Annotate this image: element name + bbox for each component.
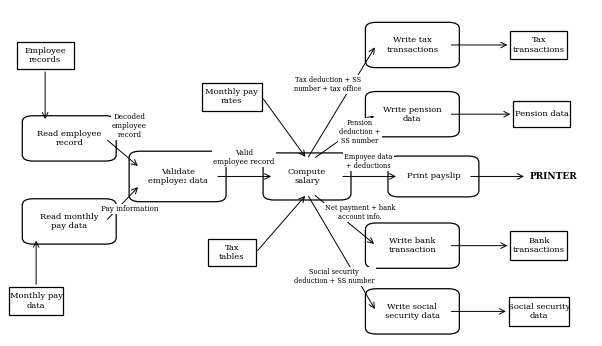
FancyBboxPatch shape: [9, 287, 63, 315]
FancyBboxPatch shape: [510, 231, 567, 260]
Text: Compute
salary: Compute salary: [288, 168, 326, 185]
Text: Validate
employe₂ data: Validate employe₂ data: [147, 168, 208, 185]
FancyBboxPatch shape: [510, 31, 567, 59]
Text: Monthly pay
rates: Monthly pay rates: [205, 88, 258, 106]
FancyBboxPatch shape: [22, 116, 116, 161]
Text: Social security
data: Social security data: [507, 303, 570, 320]
Text: Bank
transactions: Bank transactions: [513, 237, 565, 254]
Text: Tax
tables: Tax tables: [219, 244, 244, 261]
FancyBboxPatch shape: [129, 151, 226, 202]
FancyBboxPatch shape: [388, 156, 479, 197]
Text: Pay information: Pay information: [101, 205, 158, 213]
Text: Read monthly
pay data: Read monthly pay data: [40, 213, 99, 230]
Text: Write tax
transactions: Write tax transactions: [386, 36, 438, 54]
FancyBboxPatch shape: [202, 83, 262, 111]
Text: Write bank
transaction: Write bank transaction: [388, 237, 436, 254]
FancyBboxPatch shape: [365, 22, 459, 68]
Text: Pension
deduction +
SS number: Pension deduction + SS number: [340, 119, 380, 145]
FancyBboxPatch shape: [365, 289, 459, 334]
Text: Valid
employee record: Valid employee record: [213, 149, 275, 166]
Text: PRINTER: PRINTER: [530, 172, 577, 181]
Text: Tax
transactions: Tax transactions: [513, 36, 565, 54]
Text: Decoded
employee
record: Decoded employee record: [112, 113, 147, 139]
FancyBboxPatch shape: [509, 297, 569, 326]
Text: Print payslip: Print payslip: [406, 172, 461, 181]
Text: Net payment + bank
account info.: Net payment + bank account info.: [325, 204, 395, 221]
Text: Write social
security data: Write social security data: [385, 303, 440, 320]
Text: Empoyee data
+ deductions: Empoyee data + deductions: [344, 153, 393, 170]
Text: Read employee
record: Read employee record: [37, 130, 101, 147]
Text: Tax deduction + SS
number + tax office: Tax deduction + SS number + tax office: [294, 76, 362, 93]
Text: Pension data: Pension data: [515, 110, 569, 118]
FancyBboxPatch shape: [263, 153, 351, 200]
Text: Monthly pay
data: Monthly pay data: [10, 292, 63, 310]
FancyBboxPatch shape: [17, 42, 74, 69]
Text: Employee
records: Employee records: [24, 47, 66, 64]
FancyBboxPatch shape: [365, 223, 459, 268]
Text: Social security
deduction + SS number: Social security deduction + SS number: [294, 268, 374, 285]
FancyBboxPatch shape: [22, 199, 116, 244]
FancyBboxPatch shape: [513, 101, 571, 127]
FancyBboxPatch shape: [208, 239, 256, 266]
Text: Write pension
data: Write pension data: [383, 106, 442, 123]
FancyBboxPatch shape: [365, 92, 459, 137]
